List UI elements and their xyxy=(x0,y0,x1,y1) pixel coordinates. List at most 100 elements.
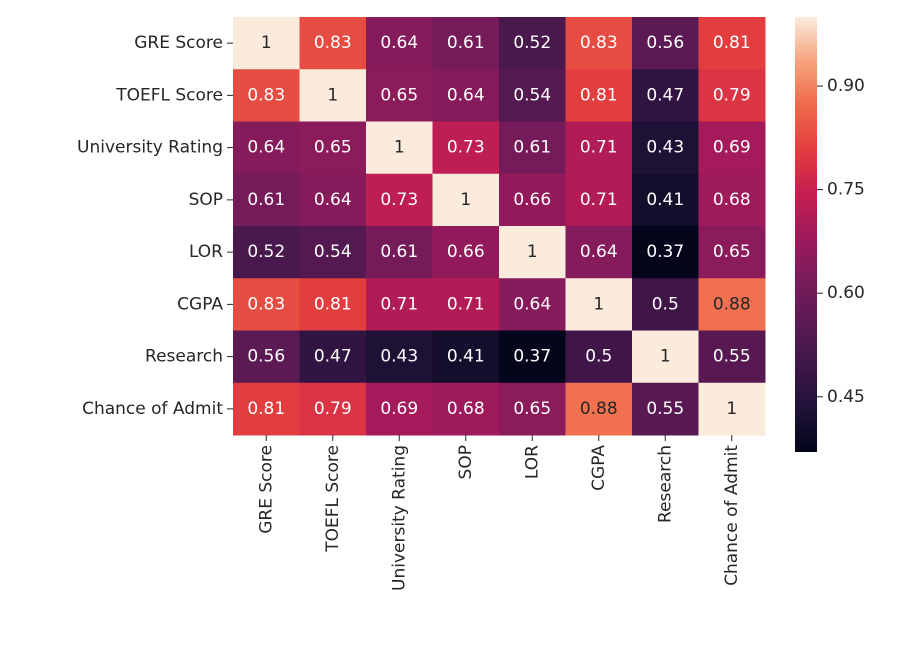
cells-layer xyxy=(233,17,766,436)
cell-annotation: 0.61 xyxy=(247,190,285,210)
cell-annotation: 0.68 xyxy=(447,399,485,419)
cell-annotation: 0.73 xyxy=(447,138,485,158)
cell-annotation: 0.55 xyxy=(646,399,684,419)
cell-annotation: 1 xyxy=(460,190,471,210)
cell-annotation: 0.83 xyxy=(247,85,285,105)
cell-annotation: 0.37 xyxy=(513,347,551,367)
y-tick-label: SOP xyxy=(189,190,223,210)
cell-annotation: 0.41 xyxy=(646,190,684,210)
cell-annotation: 0.79 xyxy=(713,85,751,105)
cell-annotation: 0.73 xyxy=(380,190,418,210)
heatmap-cell-2-4 xyxy=(499,121,566,175)
heatmap-cell-4-5 xyxy=(565,226,633,279)
heatmap-cell-0-2 xyxy=(366,17,433,70)
heatmap-cell-2-6 xyxy=(632,121,699,175)
heatmap-cell-2-2 xyxy=(366,121,433,175)
heatmap-cell-3-0 xyxy=(233,173,300,227)
heatmap-cell-6-4 xyxy=(499,330,566,384)
heatmap-cell-6-7 xyxy=(698,330,766,384)
cell-annotation: 1 xyxy=(261,33,272,53)
heatmap-cell-5-7 xyxy=(698,278,766,331)
heatmap-cell-6-1 xyxy=(299,330,367,384)
cell-annotation: 0.81 xyxy=(314,294,352,314)
heatmap-cell-7-2 xyxy=(366,382,433,436)
cell-annotation: 1 xyxy=(327,85,338,105)
cell-annotation: 0.65 xyxy=(314,138,352,158)
heatmap-cell-4-0 xyxy=(233,226,300,279)
y-tick-label: University Rating xyxy=(77,138,223,158)
cell-annotation: 0.66 xyxy=(447,242,485,262)
y-tick-label: Research xyxy=(145,347,223,367)
heatmap-cell-6-5 xyxy=(565,330,633,384)
cell-annotation: 0.55 xyxy=(713,347,751,367)
cell-annotation: 0.56 xyxy=(247,347,285,367)
heatmap-cell-6-2 xyxy=(366,330,433,384)
heatmap-cell-5-1 xyxy=(299,278,367,331)
heatmap-cell-1-2 xyxy=(366,69,433,122)
heatmap-cell-4-3 xyxy=(432,226,500,279)
heatmap-cell-7-3 xyxy=(432,382,500,436)
cell-annotation: 0.71 xyxy=(580,190,618,210)
heatmap-cell-7-1 xyxy=(299,382,367,436)
y-tick-label: TOEFL Score xyxy=(115,85,223,105)
x-tick-labels: GRE Score TOEFL Score University Rating SOP… xyxy=(256,435,742,591)
cell-annotation: 0.37 xyxy=(646,242,684,262)
colorbar-tick-label: 0.90 xyxy=(827,76,865,96)
heatmap-cell-3-1 xyxy=(299,173,367,227)
x-tick-label: SOP xyxy=(456,445,476,479)
heatmap-cell-1-7 xyxy=(698,69,766,122)
cell-annotation: 0.81 xyxy=(713,33,751,53)
heatmap-cell-5-4 xyxy=(499,278,566,331)
cell-annotation: 0.5 xyxy=(585,347,612,367)
heatmap-cell-1-5 xyxy=(565,69,633,122)
heatmap-cell-1-1 xyxy=(299,69,367,122)
heatmap-cell-2-7 xyxy=(698,121,766,175)
cell-annotation: 0.65 xyxy=(380,85,418,105)
heatmap-cell-3-3 xyxy=(432,173,500,227)
annotations-layer: 1 0.83 0.64 0.61 0.52 0.83 0.56 0.81 0.83 1 0.65 0.… xyxy=(247,33,750,419)
heatmap-cell-7-5 xyxy=(565,382,633,436)
cell-annotation: 0.83 xyxy=(314,33,352,53)
cell-annotation: 0.69 xyxy=(713,138,751,158)
heatmap-cell-5-5 xyxy=(565,278,633,331)
y-tick-label: CGPA xyxy=(177,294,223,314)
cell-annotation: 1 xyxy=(726,399,737,419)
x-tick-label: LOR xyxy=(522,445,542,479)
cell-annotation: 0.88 xyxy=(580,399,618,419)
cell-annotation: 0.64 xyxy=(247,138,285,158)
y-tick-label: GRE Score xyxy=(134,33,223,53)
heatmap-cell-1-4 xyxy=(499,69,566,122)
heatmap-cell-0-7 xyxy=(698,17,766,70)
heatmap-cell-6-6 xyxy=(632,330,699,384)
heatmap-cell-2-5 xyxy=(565,121,633,175)
cell-annotation: 0.52 xyxy=(513,33,551,53)
cell-annotation: 0.43 xyxy=(646,138,684,158)
cell-annotation: 0.79 xyxy=(314,399,352,419)
cell-annotation: 0.61 xyxy=(380,242,418,262)
cell-annotation: 0.65 xyxy=(513,399,551,419)
cell-annotation: 0.56 xyxy=(646,33,684,53)
heatmap-cell-3-2 xyxy=(366,173,433,227)
cell-annotation: 0.81 xyxy=(247,399,285,419)
heatmap-cell-2-3 xyxy=(432,121,500,175)
heatmap-cell-0-1 xyxy=(299,17,367,70)
heatmap-cell-4-6 xyxy=(632,226,699,279)
heatmap-cell-7-0 xyxy=(233,382,300,436)
heatmap-cell-3-5 xyxy=(565,173,633,227)
cell-annotation: 0.52 xyxy=(247,242,285,262)
cell-annotation: 0.47 xyxy=(646,85,684,105)
heatmap-cell-7-4 xyxy=(499,382,566,436)
y-tick-labels: GRE Score TOEFL Score University Rating SOP… xyxy=(77,33,233,419)
heatmap-cell-2-0 xyxy=(233,121,300,175)
heatmap-cell-6-3 xyxy=(432,330,500,384)
heatmap-cell-7-6 xyxy=(632,382,699,436)
x-tick-label: GRE Score xyxy=(256,445,276,534)
heatmap-cell-7-7 xyxy=(698,382,766,436)
heatmap-cell-0-5 xyxy=(565,17,633,70)
y-tick-label: Chance of Admit xyxy=(82,399,223,419)
cell-annotation: 0.71 xyxy=(380,294,418,314)
heatmap-cell-4-1 xyxy=(299,226,367,279)
colorbar: 0.45 0.60 0.75 0.90 xyxy=(795,17,865,452)
